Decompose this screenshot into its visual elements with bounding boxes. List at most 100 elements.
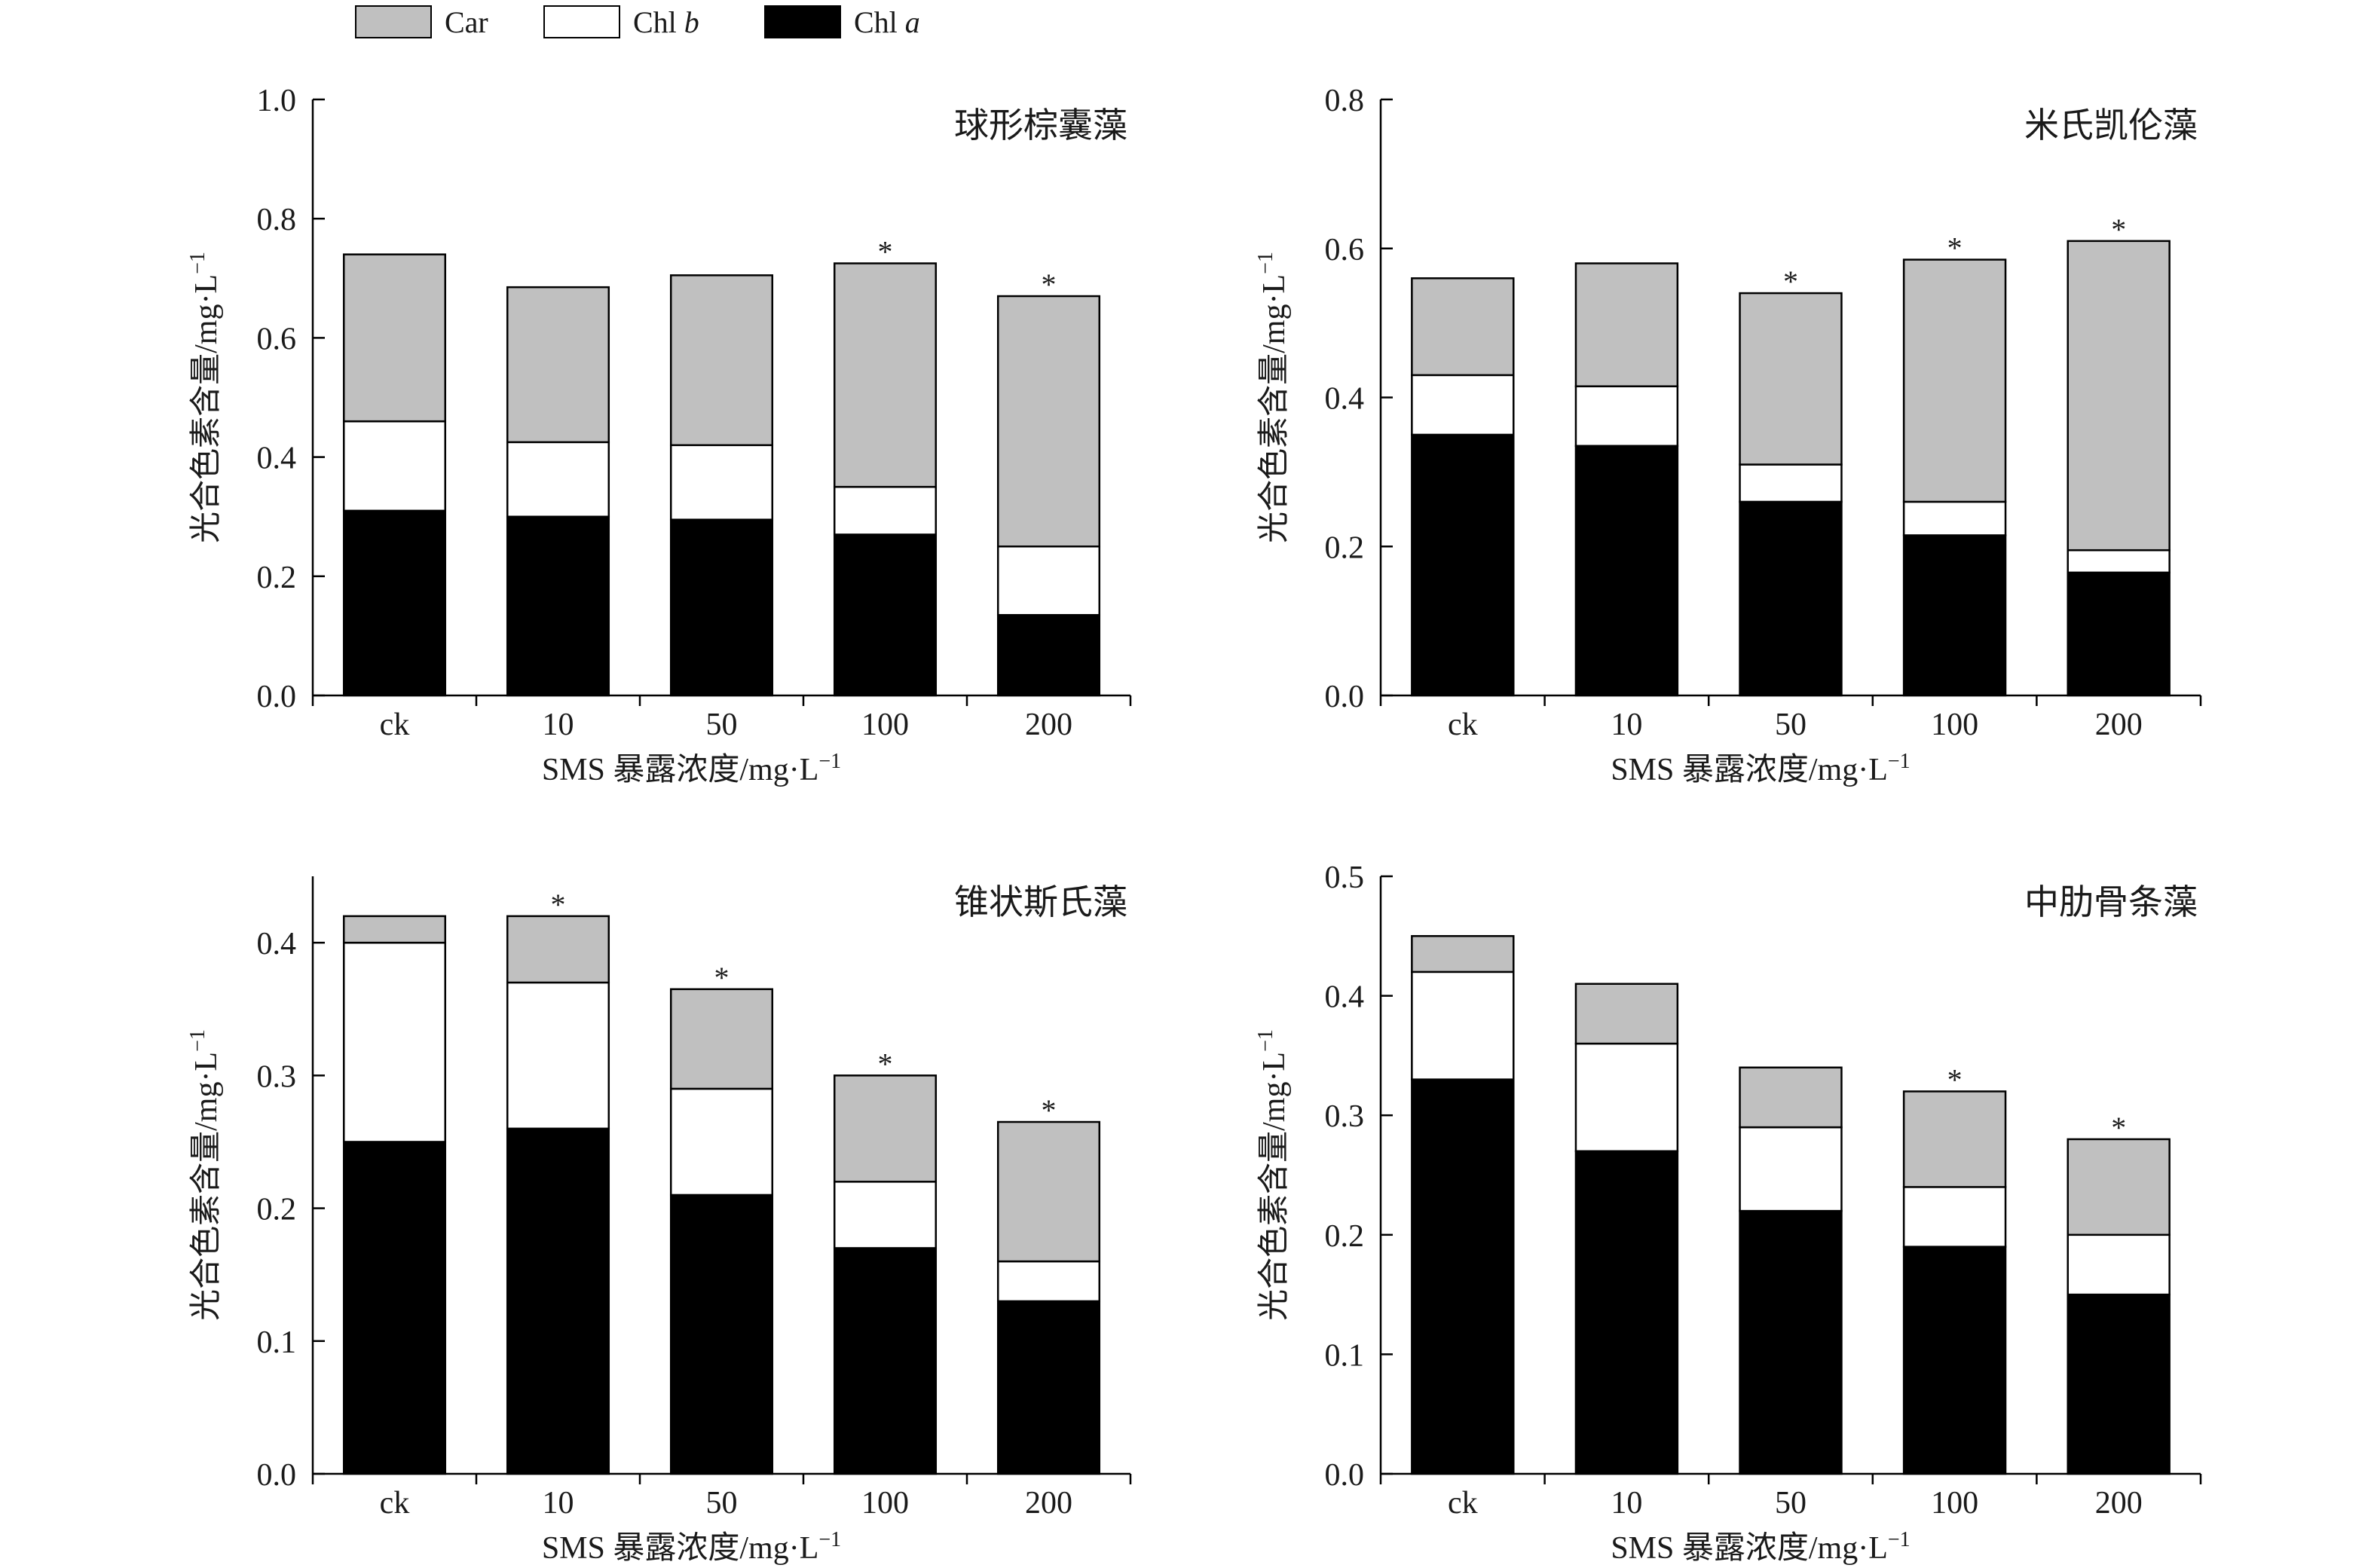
bar-chl-b-ck (1411, 374, 1515, 436)
bar-chl-a-200 (996, 1300, 1101, 1475)
y-tick-label: 0.3 (1325, 1099, 1365, 1134)
bar-chl-a-50 (669, 518, 774, 697)
y-tick-label: 0.4 (257, 927, 297, 961)
bar-chl-a-50 (1739, 1209, 1843, 1475)
bar-chl-a-ck (1411, 1078, 1515, 1475)
significance-star: * (1947, 1062, 1963, 1096)
y-tick-label: 1.0 (257, 84, 297, 118)
y-tick-label: 0.0 (1325, 680, 1365, 714)
bar-car-100 (1902, 258, 2007, 503)
panel-title: 中肋骨条藻 (2024, 883, 2198, 922)
bar-chl-b-10 (1574, 385, 1679, 448)
bar-chl-a-200 (2067, 571, 2171, 697)
x-tick-label: 50 (706, 1486, 738, 1521)
legend-item-car: Car (355, 5, 488, 39)
x-tick-label: ck (1448, 1486, 1478, 1521)
x-tick-label: ck (1448, 708, 1478, 742)
significance-star: * (2111, 1111, 2126, 1145)
bar-car-50 (1739, 292, 1843, 466)
y-tick-label: 0.8 (1325, 84, 1365, 118)
legend-swatch-chl-b (543, 5, 620, 38)
bar-car-200 (996, 295, 1101, 548)
significance-star: * (1042, 267, 1057, 301)
bar-chl-b-200 (996, 1260, 1101, 1303)
bar-chl-b-100 (1902, 1186, 2007, 1248)
bar-chl-a-100 (1902, 534, 2007, 697)
bar-chl-b-100 (833, 1181, 938, 1249)
x-tick-label: 100 (861, 1486, 909, 1521)
bar-chl-a-100 (1902, 1246, 2007, 1475)
bar-car-ck (342, 915, 447, 944)
y-tick-label: 0.2 (257, 1193, 297, 1227)
bar-car-100 (1902, 1090, 2007, 1188)
bar-chl-a-10 (1574, 445, 1679, 697)
bar-chl-a-10 (506, 1127, 610, 1475)
y-tick-label: 0.0 (257, 1458, 297, 1493)
y-tick-label: 0.8 (257, 203, 297, 237)
x-tick-label: 10 (543, 708, 574, 742)
x-tick-label: 200 (2095, 708, 2143, 742)
bar-chl-a-10 (506, 515, 610, 697)
bar-chl-a-ck (342, 509, 447, 697)
bar-car-ck (342, 253, 447, 423)
y-axis-label: 光合色素含量/mg·L−1 (1254, 252, 1292, 543)
x-tick-label: ck (380, 1486, 410, 1521)
panel-title: 球形棕囊藻 (954, 106, 1127, 145)
bar-car-50 (1739, 1066, 1843, 1129)
bar-car-10 (1574, 262, 1679, 387)
significance-star: * (1947, 231, 1963, 265)
legend-item-chl-a: Chl a (764, 5, 920, 39)
y-tick-label: 0.0 (1325, 1458, 1365, 1493)
x-tick-label: 200 (2095, 1486, 2143, 1521)
bar-chl-a-200 (996, 613, 1101, 697)
bar-chl-b-50 (1739, 1126, 1843, 1212)
bar-chl-a-100 (833, 533, 938, 697)
bar-car-50 (669, 274, 774, 447)
chart-panel-2: 0.00.20.40.60.8ck10***50***100***200米氏凯伦… (1254, 84, 2202, 787)
x-tick-label: 100 (861, 708, 909, 742)
legend-swatch-car (355, 5, 432, 38)
significance-star: * (714, 961, 730, 995)
y-tick-label: 0.4 (1325, 980, 1365, 1015)
x-tick-label: 100 (1931, 1486, 1978, 1521)
bar-chl-b-100 (833, 485, 938, 536)
y-tick-label: 0.2 (1325, 1219, 1365, 1254)
bar-car-10 (506, 915, 610, 984)
bar-chl-b-50 (669, 444, 774, 521)
x-tick-label: 10 (543, 1486, 574, 1521)
panel-title: 米氏凯伦藻 (2024, 106, 2198, 145)
y-tick-label: 0.4 (257, 442, 297, 476)
bar-chl-a-50 (669, 1194, 774, 1475)
y-axis-label: 光合色素含量/mg·L−1 (186, 1029, 224, 1321)
x-axis-label: SMS 暴露浓度/mg·L−1 (1611, 750, 1910, 787)
bar-car-200 (2067, 240, 2171, 552)
bar-chl-b-200 (2067, 1233, 2171, 1296)
bar-chl-a-200 (2067, 1293, 2171, 1475)
bar-chl-a-ck (342, 1141, 447, 1475)
bar-chl-b-10 (506, 441, 610, 518)
x-tick-label: ck (380, 708, 410, 742)
y-tick-label: 0.2 (1325, 530, 1365, 565)
bar-car-100 (833, 1074, 938, 1183)
y-tick-label: 0.6 (1325, 233, 1365, 267)
bar-car-50 (669, 988, 774, 1090)
bar-car-200 (996, 1120, 1101, 1263)
x-tick-label: 50 (1775, 708, 1807, 742)
significance-star: * (2111, 212, 2126, 246)
y-tick-label: 0.5 (1325, 860, 1365, 895)
x-tick-label: 200 (1025, 1486, 1072, 1521)
legend-label-chl-a: Chl a (854, 5, 920, 39)
x-tick-label: 10 (1611, 1486, 1642, 1521)
legend: Car Chl b Chl a (355, 5, 920, 39)
bar-chl-b-50 (669, 1087, 774, 1197)
bar-chl-a-ck (1411, 433, 1515, 697)
x-tick-label: 10 (1611, 708, 1642, 742)
x-axis-label: SMS 暴露浓度/mg·L−1 (1611, 1528, 1910, 1566)
panel-title: 锥状斯氏藻 (954, 883, 1127, 922)
x-tick-label: 200 (1025, 708, 1072, 742)
bar-car-100 (833, 262, 938, 488)
y-tick-label: 0.6 (257, 322, 297, 356)
chart-panel-1: 0.00.20.40.60.81.0ck1050**100**200球形棕囊藻S… (186, 84, 1132, 787)
y-tick-label: 0.0 (257, 680, 297, 714)
